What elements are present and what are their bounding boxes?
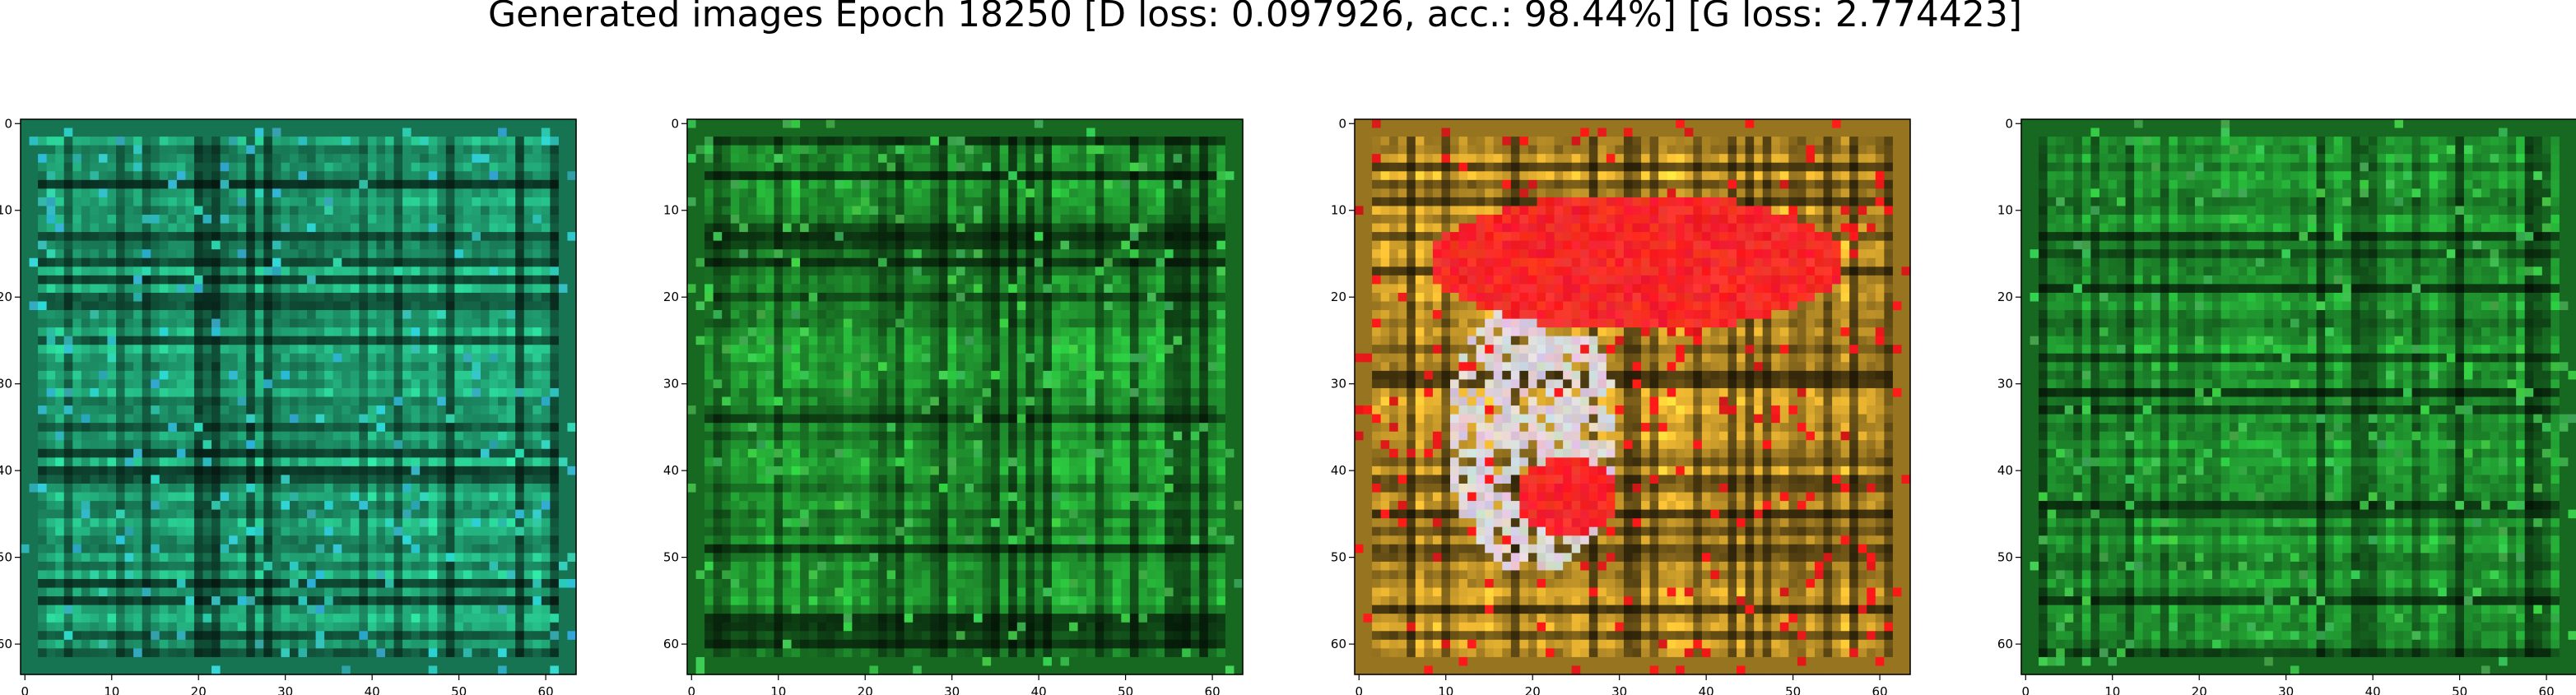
x-tick-label: 60	[2539, 684, 2555, 695]
y-tick-label: 0	[2005, 116, 2013, 131]
y-tick-label: 20	[1997, 290, 2013, 304]
x-tick-label: 30	[944, 684, 960, 695]
y-tick-label: 60	[1331, 637, 1346, 651]
y-tick-label: 50	[1997, 550, 2013, 565]
x-tick-label: 20	[2192, 684, 2207, 695]
x-tick-label: 30	[2278, 684, 2294, 695]
y-tick-label: 10	[1997, 203, 2013, 218]
x-tick-label: 10	[2104, 684, 2120, 695]
x-tick-label: 50	[1785, 684, 1801, 695]
y-tick-label: 40	[663, 463, 679, 478]
image-panel-1: 0 10 20 30 40 50 60 0 10 20 30 40 50 60	[0, 116, 577, 695]
x-tick-label: 50	[1118, 684, 1133, 695]
y-tick-label: 30	[1331, 377, 1346, 392]
x-tick-label: 40	[1699, 684, 1714, 695]
x-tick-label: 30	[277, 684, 293, 695]
y-tick-label: 10	[663, 203, 679, 218]
x-tick-label: 10	[1438, 684, 1453, 695]
y-tick-label: 20	[1331, 290, 1346, 304]
generated-image	[2021, 119, 2576, 675]
x-tick-label: 40	[2365, 684, 2381, 695]
x-tick-label: 60	[538, 684, 554, 695]
y-tick-label: 20	[0, 290, 12, 304]
y-tick-label: 0	[671, 116, 679, 131]
x-tick-label: 40	[365, 684, 380, 695]
x-tick-label: 10	[104, 684, 119, 695]
image-panel-4: 0 10 20 30 40 50 60 0 10 20 30 40 50 60	[1997, 116, 2576, 695]
y-tick-label: 40	[1331, 463, 1346, 478]
y-tick-label: 40	[0, 463, 12, 478]
generated-image	[687, 119, 1244, 675]
x-tick-label: 40	[1031, 684, 1047, 695]
y-tick-label: 30	[663, 377, 679, 392]
axes-frame	[686, 118, 1244, 675]
figure-title: Generated images Epoch 18250 [D loss: 0.…	[488, 0, 2022, 35]
axes-frame	[20, 118, 577, 675]
y-tick-label: 10	[0, 203, 12, 218]
y-tick-label: 60	[0, 637, 12, 651]
y-tick-label: 30	[0, 377, 12, 392]
y-tick-label: 60	[1997, 637, 2013, 651]
x-tick-label: 20	[858, 684, 873, 695]
x-tick-label: 20	[1525, 684, 1541, 695]
generated-image	[21, 119, 577, 675]
x-tick-label: 30	[1611, 684, 1627, 695]
x-tick-label: 50	[451, 684, 467, 695]
axes-frame	[2020, 118, 2576, 675]
y-tick-label: 0	[1338, 116, 1346, 131]
y-tick-label: 50	[1331, 550, 1346, 565]
x-tick-label: 60	[1205, 684, 1221, 695]
y-tick-label: 60	[663, 637, 679, 651]
image-panel-2: 0 10 20 30 40 50 60 0 10 20 30 40 50 60	[663, 116, 1244, 695]
generated-image	[1355, 119, 1911, 675]
y-tick-label: 20	[663, 290, 679, 304]
x-tick-label: 20	[191, 684, 207, 695]
y-tick-label: 50	[663, 550, 679, 565]
y-tick-label: 10	[1331, 203, 1346, 218]
y-tick-label: 0	[4, 116, 12, 131]
axes-frame	[1354, 118, 1911, 675]
x-tick-label: 0	[688, 684, 696, 695]
x-tick-label: 60	[1872, 684, 1888, 695]
y-tick-label: 50	[0, 550, 12, 565]
x-tick-label: 50	[2452, 684, 2467, 695]
y-tick-label: 40	[1997, 463, 2013, 478]
x-tick-label: 0	[1355, 684, 1364, 695]
x-tick-label: 0	[2022, 684, 2030, 695]
image-panel-3: 0 10 20 30 40 50 60 0 10 20 30 40 50 60	[1331, 116, 1911, 695]
y-tick-label: 30	[1997, 377, 2013, 392]
x-tick-label: 0	[21, 684, 30, 695]
x-tick-label: 10	[770, 684, 786, 695]
